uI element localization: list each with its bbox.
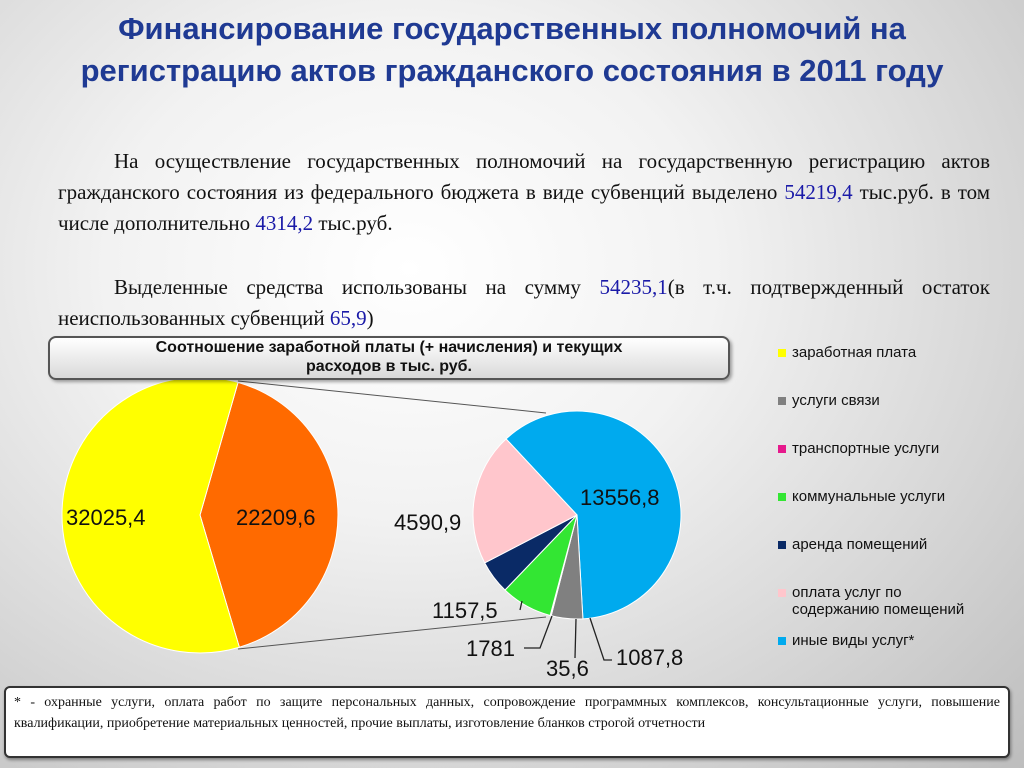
legend-item: иные виды услуг* [778,632,914,649]
legend-swatch [778,637,786,645]
additional-amount: 4314,2 [255,211,314,235]
pie2-leader-transport [574,618,577,659]
legend-label: заработная плата [792,344,917,361]
pie2-slice-5 [472,438,578,564]
legend-label: коммунальные услуги [792,488,946,505]
page-title: Финансирование государственных полномочи… [80,11,944,88]
pie2-leader-utilities [524,615,553,649]
legend-item: заработная плата [778,344,916,361]
pie2-leader-rent [519,600,523,611]
pie2-slice-0 [505,410,682,620]
pie2-label-other-services: 13556,8 [580,485,660,510]
chart-caption: Соотношение заработной платы (+ начислен… [48,336,730,380]
pie-data-labels: 32025,4 22209,6 13556,8 4590,9 1157,5 1781 35,… [66,485,683,681]
legend-item: оплата услуг по содержанию помещений [778,584,992,618]
used-amount: 54235,1 [599,275,668,299]
footnote: * - охранные услуги, оплата работ по защ… [4,686,1010,758]
connector-line-bottom [237,616,547,650]
pie2-label-communication: 1087,8 [616,645,683,670]
connector-line-top [237,380,547,414]
chart-caption-line2: расходов в тыс. руб. [306,358,472,375]
paragraph-usage: Выделенные средства использованы на сумм… [58,272,990,334]
allocated-amount: 54219,4 [784,180,853,204]
legend-swatch [778,349,786,357]
pie2-label-maintenance: 4590,9 [394,510,461,535]
pie2-leader-communication [589,617,612,661]
unused-remainder-amount: 65,9 [329,306,367,330]
legend-item: аренда помещений [778,536,927,553]
paragraph-usage-text-c: ) [366,306,374,330]
chart-caption-line1: Соотношение заработной платы (+ начислен… [155,339,623,356]
pie2-label-transport: 35,6 [546,656,589,681]
legend-swatch [778,493,786,501]
legend-swatch [778,397,786,405]
paragraph-allocation: На осуществление государственных полномо… [58,146,990,239]
paragraph-allocation-text-a: На осуществление государственных полномо… [58,149,990,204]
pie2-label-rent: 1157,5 [432,598,498,623]
pie2-label-utilities: 1781 [466,636,515,661]
paragraph-allocation-text-c: тыс.руб. [313,211,393,235]
legend-swatch [778,445,786,453]
legend-label: иные виды услуг* [792,632,915,649]
legend-swatch [778,541,786,549]
legend-label: транспортные услуги [792,440,940,457]
legend-label: услуги связи [792,392,880,409]
legend-item: коммунальные услуги [778,488,945,505]
pie-connector-lines [237,380,547,650]
pie1-label-expenses: 22209,6 [236,505,316,530]
legend-label: оплата услуг по содержанию помещений [792,584,965,618]
paragraph-usage-text-a: Выделенные средства использованы на сумм… [114,275,600,299]
pie1-label-salary: 32025,4 [66,505,146,530]
salary-vs-expenses-pie [61,376,339,654]
paragraph-allocation-text-b: тыс.руб. в том числе дополнительно [58,180,990,235]
expenses-breakdown-pie [472,410,682,620]
legend-label: аренда помещений [792,536,928,553]
pie1-slice-1 [61,376,240,654]
legend-item: услуги связи [778,392,880,409]
legend-item: транспортные услуги [778,440,939,457]
legend-swatch [778,589,786,597]
paragraph-usage-text-b: (в т.ч. подтвержденный остаток неиспольз… [58,275,990,330]
pie1-slice-0 [199,381,339,648]
